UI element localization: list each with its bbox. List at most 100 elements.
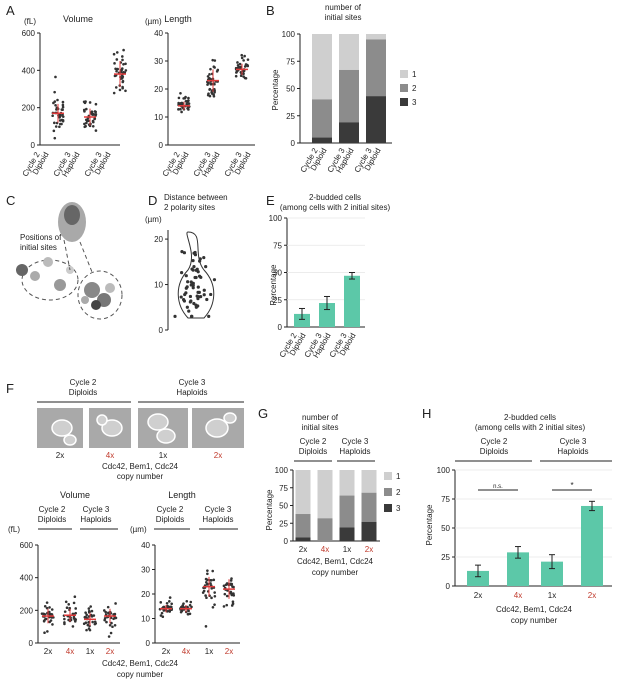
f-length-point <box>185 599 189 603</box>
a-volume-point <box>85 107 88 111</box>
f-img-copy-2: 4x <box>106 451 114 460</box>
d-point <box>193 250 197 255</box>
a-length-points <box>177 53 250 114</box>
f-length-point <box>230 577 233 580</box>
f-volume-point <box>50 613 54 616</box>
f-volume-point <box>89 605 92 608</box>
a-length-point <box>187 102 191 105</box>
d-point <box>192 301 196 306</box>
f-volume-point <box>82 622 86 626</box>
h-tick-label-50: 50 <box>441 524 450 533</box>
a-volume-point <box>115 69 118 73</box>
f-img-axis-title-1: Cdc42, Bem1, Cdc24 <box>102 462 179 471</box>
f-volume-point <box>90 615 94 618</box>
f-volume-tick-label-400: 400 <box>20 574 34 583</box>
a-volume-point <box>121 75 125 79</box>
a-length-point <box>243 65 247 68</box>
f-length-point <box>204 594 207 597</box>
f-length-title: Length <box>168 490 196 500</box>
h-axis-title-2: copy number <box>511 616 558 625</box>
f-length-point <box>213 591 216 594</box>
f-length-point <box>205 583 209 586</box>
d-point <box>183 292 187 297</box>
b-segment-2 <box>339 69 359 123</box>
g-tick-label-100: 100 <box>275 466 289 475</box>
a-length-point <box>211 58 215 62</box>
f-length-point <box>229 590 233 594</box>
f-volume-tick-label-600: 600 <box>20 541 34 550</box>
a-volume-point <box>121 79 125 83</box>
b-tick-label-50: 50 <box>286 85 295 94</box>
f-len-group2-line1: Cycle 3 <box>205 505 232 514</box>
b-stacked-bars <box>312 34 386 143</box>
f-vol-copy-1: 2x <box>44 647 52 656</box>
f-length-tick-label-20: 20 <box>141 590 150 599</box>
a-volume-point <box>88 101 92 104</box>
b-xlabels: Cycle 2 Diploid Cycle 3 Haploid Cycle 3 … <box>299 146 383 174</box>
a-volume-tick-label-400: 400 <box>22 66 36 75</box>
f-volume-point <box>85 628 88 632</box>
f-volume-point <box>114 602 117 605</box>
f-volume-point <box>73 618 76 621</box>
f-img-copy-4: 2x <box>214 451 222 460</box>
f-volume-point <box>42 619 46 623</box>
f-length-tick-label-40: 40 <box>141 541 150 550</box>
a-volume-point <box>113 62 116 65</box>
d-point <box>188 300 192 304</box>
a-volume-point <box>91 124 95 128</box>
a-length-point <box>246 64 250 68</box>
f-length-point <box>225 594 229 598</box>
a-length-point <box>243 76 247 80</box>
a-length-point <box>243 54 246 58</box>
d-point <box>194 305 198 309</box>
panel-letter-e: E <box>266 193 275 208</box>
a-length-point <box>212 94 216 98</box>
g-legend-swatch-3 <box>384 504 392 512</box>
g-ylabel: Percentage <box>265 489 274 530</box>
h-tick-label-100: 100 <box>437 466 451 475</box>
f-volume-point <box>48 606 51 609</box>
e-ylabel: Percentage <box>269 264 278 305</box>
h-title-line2: (among cells with 2 initial sites) <box>475 423 586 432</box>
d-title-line1: Distance between <box>164 193 228 202</box>
h-copy-3: 1x <box>548 591 556 600</box>
f-length-point <box>213 603 216 606</box>
d-point <box>189 283 193 287</box>
f-volume-point <box>67 603 71 606</box>
a-volume-point <box>56 98 59 102</box>
f-volume-point <box>90 609 94 613</box>
a-volume-point <box>124 62 127 66</box>
d-point <box>205 297 209 302</box>
e-bar <box>294 313 310 327</box>
f-length-point <box>202 589 206 593</box>
d-point <box>192 265 196 269</box>
a-volume-point <box>115 51 119 54</box>
f-length-point <box>165 610 169 613</box>
a-length-tick-label-40: 40 <box>154 29 163 38</box>
a-volume-point <box>124 69 128 72</box>
a-volume-point <box>120 68 124 71</box>
a-length-point <box>242 59 245 62</box>
a-volume-point <box>115 67 119 71</box>
c-title-line2: initial sites <box>20 243 57 252</box>
a-length-axis: 0 10 20 30 40 <box>154 29 255 150</box>
f-length-point <box>168 600 171 603</box>
a-volume-point <box>61 105 65 109</box>
h-title-line1: 2-budded cells <box>504 413 556 422</box>
a-length-xlabels: Cycle 2 Diploid Cycle 3 Haploid Cycle 3 … <box>161 150 253 178</box>
f-volume-point <box>44 617 48 621</box>
d-point <box>180 249 184 254</box>
f-volume-point <box>64 600 68 604</box>
d-point <box>190 314 194 318</box>
d-point <box>202 255 206 260</box>
f-length-point <box>205 581 208 584</box>
a-volume-point <box>52 129 56 133</box>
f-volume-point <box>105 620 108 624</box>
f-volume-point <box>83 615 87 619</box>
a-volume-point <box>122 62 125 66</box>
a-length-point <box>180 110 183 114</box>
a-length-tick-label-10: 10 <box>154 113 163 122</box>
a-volume-point <box>115 58 119 61</box>
f-vol-copy-3: 1x <box>86 647 94 656</box>
g-axis-title-1: Cdc42, Bem1, Cdc24 <box>297 557 374 566</box>
